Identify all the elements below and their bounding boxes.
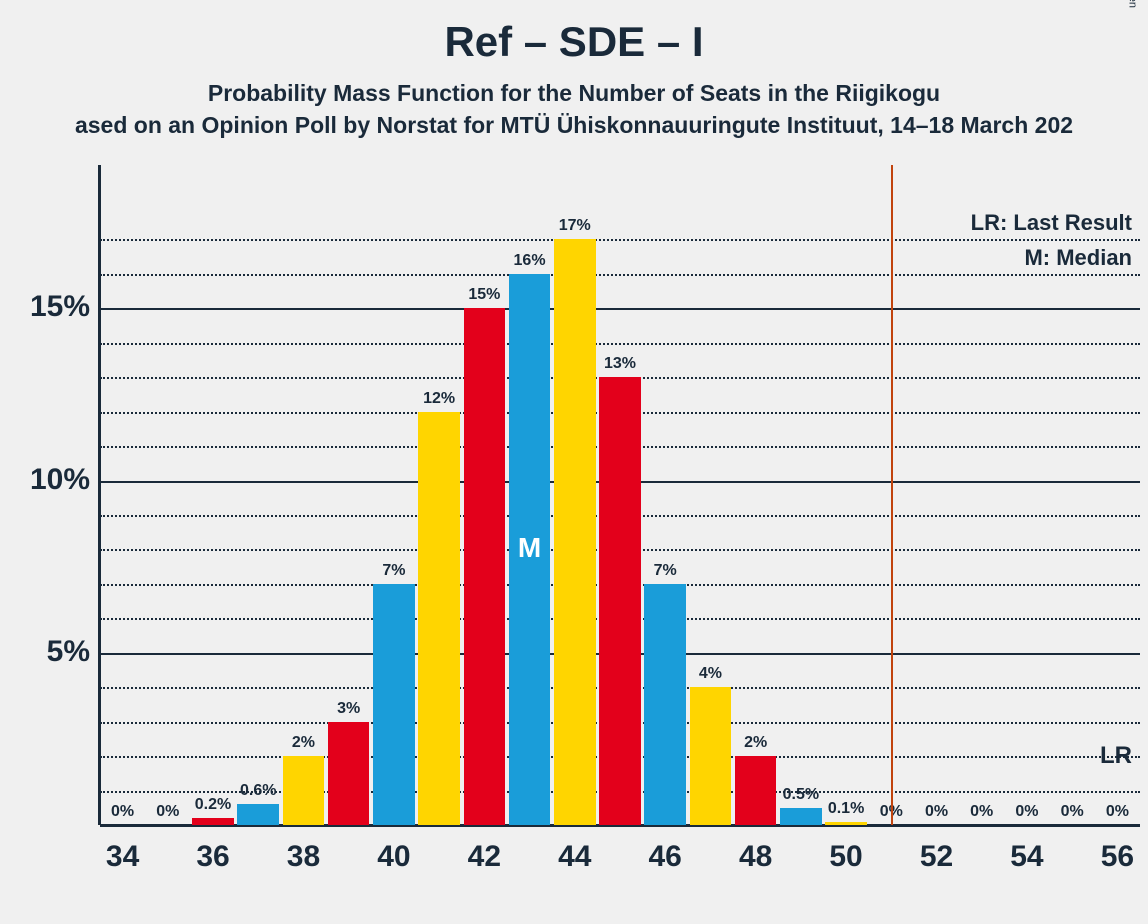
bar-value-label: 0%	[100, 803, 145, 821]
x-tick-label: 36	[190, 840, 235, 874]
grid-major	[100, 308, 1140, 310]
median-marker: M	[507, 532, 552, 564]
bar	[780, 808, 822, 825]
chart-subtitle-2: ased on an Opinion Poll by Norstat for M…	[0, 112, 1148, 139]
bar	[554, 239, 596, 825]
bar	[735, 756, 777, 825]
legend-median: M: Median	[1024, 245, 1132, 271]
bar-value-label: 16%	[507, 252, 552, 270]
bar-value-label: 0.5%	[778, 786, 823, 804]
grid-minor	[100, 274, 1140, 276]
bar-value-label: 0%	[959, 803, 1004, 821]
chart-title: Ref – SDE – I	[0, 18, 1148, 66]
bar	[237, 804, 279, 825]
last-result-line	[891, 165, 893, 825]
x-tick-label: 34	[100, 840, 145, 874]
bar-value-label: 7%	[371, 562, 416, 580]
grid-minor	[100, 239, 1140, 241]
x-tick-label: 44	[552, 840, 597, 874]
bar	[373, 584, 415, 825]
bar-value-label: 7%	[643, 562, 688, 580]
legend-last-result: LR: Last Result	[971, 210, 1132, 236]
bar-value-label: 0%	[1050, 803, 1095, 821]
plot-area: 0%0%0.2%0.6%2%3%7%12%15%16%17%13%7%4%2%0…	[100, 205, 1140, 825]
y-tick-label: 5%	[10, 635, 90, 669]
bar-value-label: 13%	[597, 355, 642, 373]
y-axis	[98, 165, 101, 825]
bar	[192, 818, 234, 825]
bar	[690, 687, 732, 825]
y-tick-label: 10%	[10, 463, 90, 497]
last-result-short-label: LR	[1100, 742, 1132, 770]
x-tick-label: 48	[733, 840, 778, 874]
bar	[418, 412, 460, 825]
bar-value-label: 0%	[1095, 803, 1140, 821]
bar	[644, 584, 686, 825]
bar-value-label: 0.1%	[823, 800, 868, 818]
x-tick-label: 54	[1004, 840, 1049, 874]
bar-value-label: 2%	[281, 734, 326, 752]
x-tick-label: 42	[462, 840, 507, 874]
bar-value-label: 2%	[733, 734, 778, 752]
bar	[328, 722, 370, 825]
x-tick-label: 56	[1095, 840, 1140, 874]
bar-value-label: 0.2%	[190, 796, 235, 814]
bar-value-label: 0.6%	[236, 782, 281, 800]
grid-minor	[100, 343, 1140, 345]
bar	[825, 822, 867, 825]
x-tick-label: 52	[914, 840, 959, 874]
x-tick-label: 40	[371, 840, 416, 874]
bar-value-label: 3%	[326, 700, 371, 718]
bar	[599, 377, 641, 825]
copyright-text: © 2022 Filip van Laenen	[1126, 0, 1138, 8]
chart-subtitle-1: Probability Mass Function for the Number…	[0, 80, 1148, 107]
bar-value-label: 12%	[417, 390, 462, 408]
x-tick-label: 46	[643, 840, 688, 874]
y-tick-label: 15%	[10, 290, 90, 324]
x-tick-label: 50	[823, 840, 868, 874]
bar	[283, 756, 325, 825]
bar-value-label: 17%	[552, 217, 597, 235]
bar-value-label: 4%	[688, 665, 733, 683]
bar	[464, 308, 506, 825]
bar-value-label: 0%	[914, 803, 959, 821]
bar-value-label: 0%	[145, 803, 190, 821]
bar-value-label: 0%	[1004, 803, 1049, 821]
x-tick-label: 38	[281, 840, 326, 874]
bar-value-label: 15%	[462, 286, 507, 304]
